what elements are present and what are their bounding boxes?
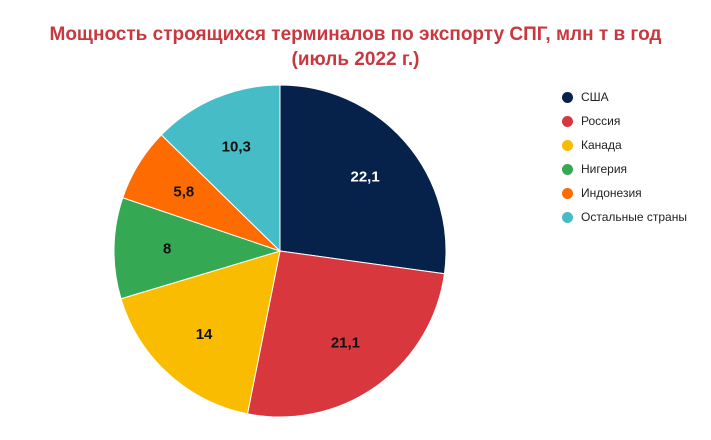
legend-label: Канада xyxy=(581,138,622,152)
data-label-4: 8 xyxy=(163,241,171,258)
legend-item-6: Остальные страны xyxy=(562,205,687,229)
legend-item-2: Россия xyxy=(562,109,687,133)
pie-data-labels: 22,1 21,1 14 8 5,8 10,3 xyxy=(163,138,380,351)
pie-slice-4 xyxy=(113,197,282,300)
pie-slice-1 xyxy=(279,84,447,275)
pie-slice-3 xyxy=(120,250,281,415)
legend-label: Остальные страны xyxy=(581,210,687,224)
pie-slice-6 xyxy=(160,84,281,253)
legend-item-4: Нигерия xyxy=(562,157,687,181)
pie-slices xyxy=(113,84,447,418)
data-label-1: 22,1 xyxy=(350,168,379,185)
legend: США Россия Канада Нигерия Индонезия Остальные… xyxy=(562,85,687,229)
legend-swatch xyxy=(562,187,573,199)
data-label-6: 10,3 xyxy=(222,138,251,155)
legend-label: США xyxy=(581,90,609,104)
legend-swatch xyxy=(562,163,573,175)
legend-label: Россия xyxy=(581,114,621,128)
legend-swatch xyxy=(562,115,573,127)
legend-item-5: Индонезия xyxy=(562,181,687,205)
legend-label: Индонезия xyxy=(581,186,642,200)
data-label-5: 5,8 xyxy=(173,183,194,200)
legend-item-1: США xyxy=(562,85,687,109)
data-label-2: 21,1 xyxy=(331,334,360,351)
legend-label: Нигерия xyxy=(581,162,628,176)
chart-title: Мощность строящихся терминалов по экспор… xyxy=(0,22,711,72)
pie-slice-2 xyxy=(246,250,446,418)
legend-swatch xyxy=(562,211,573,223)
legend-swatch xyxy=(562,91,573,103)
legend-swatch xyxy=(562,139,573,151)
data-label-3: 14 xyxy=(196,326,213,343)
chart-title-line-2: (июль 2022 г.) xyxy=(291,49,420,70)
legend-item-3: Канада xyxy=(562,133,687,157)
chart-title-line-1: Мощность строящихся терминалов по экспор… xyxy=(49,24,662,45)
